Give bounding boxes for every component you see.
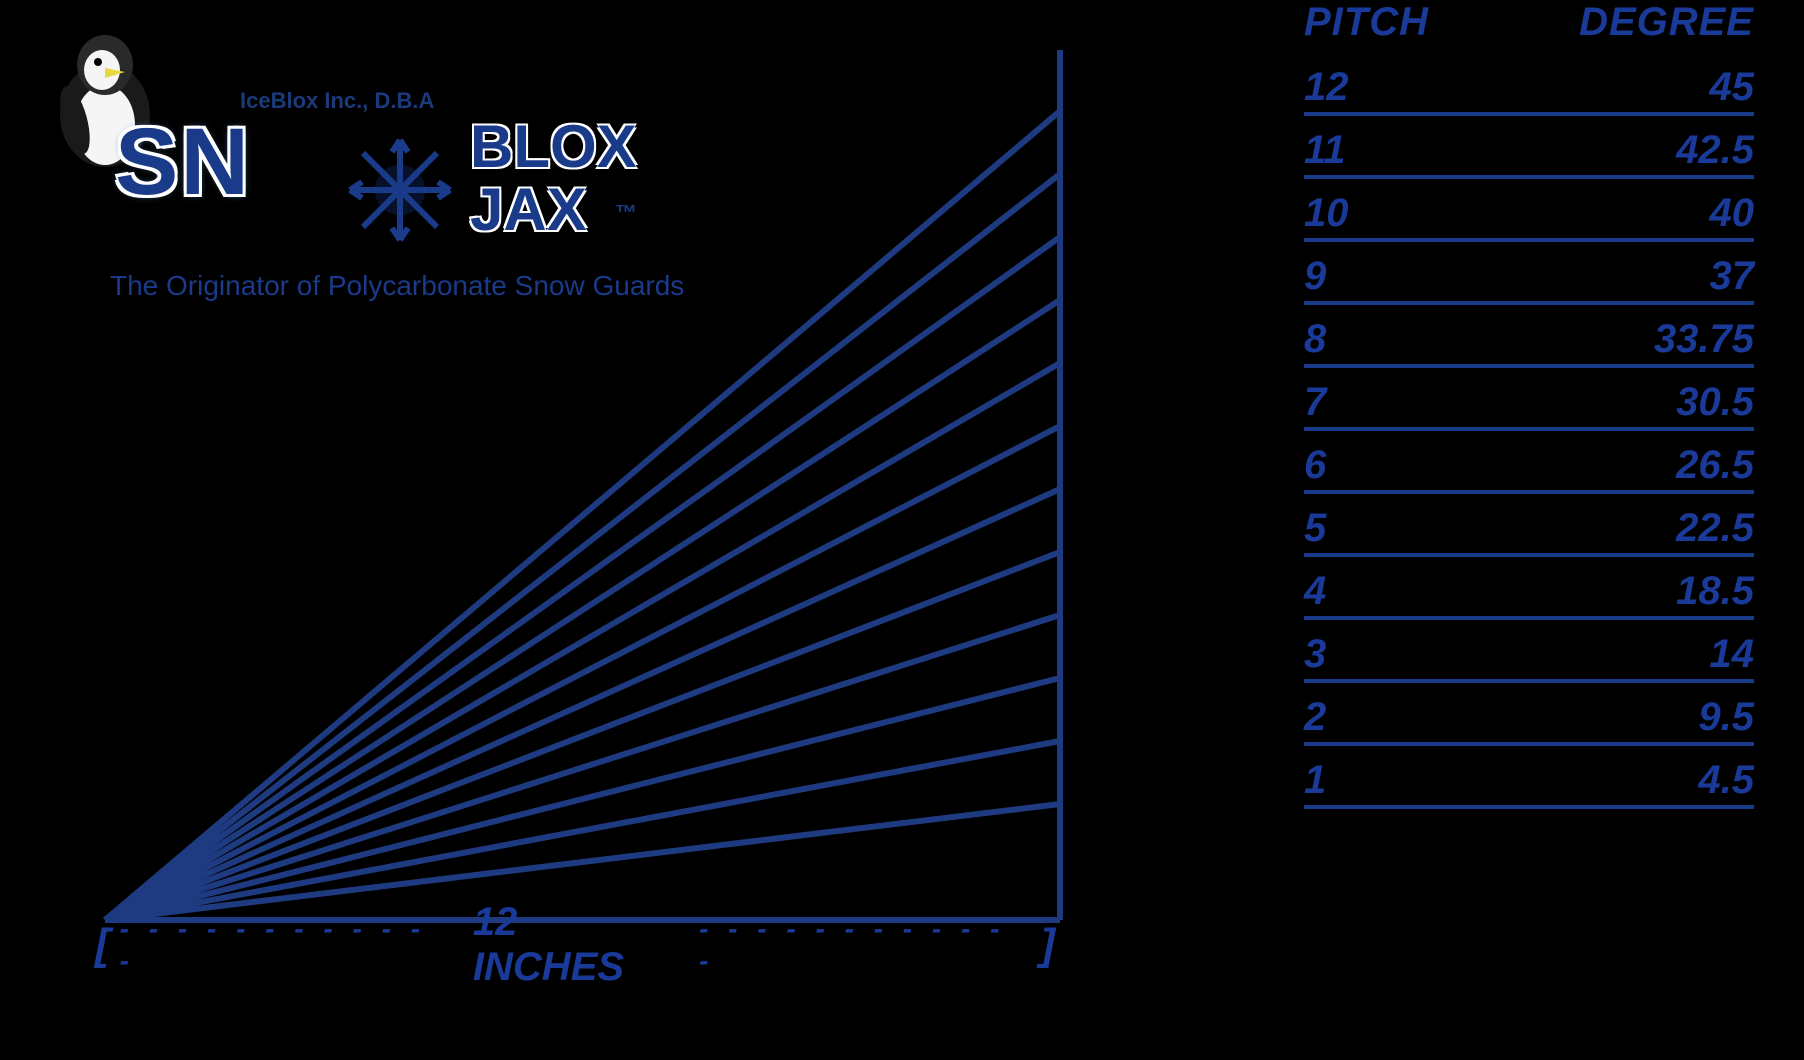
td-degree: 33.75 (1654, 317, 1754, 362)
ruler-dashes-right: - - - - - - - - - - - - (699, 913, 1030, 977)
logo-jax: JAX (470, 175, 587, 244)
ruler: [ - - - - - - - - - - - - 12 INCHES - - … (95, 900, 1055, 990)
td-degree: 42.5 (1676, 128, 1754, 173)
table-row: 10 40 (1304, 179, 1754, 242)
td-pitch: 1 (1304, 758, 1326, 803)
td-pitch: 7 (1304, 380, 1326, 425)
table-row: 418.5 (1304, 557, 1754, 620)
td-pitch: 2 (1304, 695, 1326, 740)
ruler-right-bracket: ] (1040, 920, 1055, 970)
table-row: 833.75 (1304, 305, 1754, 368)
ruler-dashes-left: - - - - - - - - - - - - (120, 913, 451, 977)
td-pitch: 12 (1304, 65, 1349, 110)
table-row: 11 42.5 (1304, 116, 1754, 179)
table-row: 626.5 (1304, 431, 1754, 494)
pitch-degree-table: PITCH DEGREE 12451142.51040937833.75730.… (1304, 0, 1754, 809)
th-degree: DEGREE (1579, 0, 1754, 45)
page-container: IceBlox Inc., D.B.A SN BLOX JAX ™ The Or… (0, 0, 1804, 1060)
table-row: 730.5 (1304, 368, 1754, 431)
table-row: 9 37 (1304, 242, 1754, 305)
table-row: 12 45 (1304, 53, 1754, 116)
td-degree: 45 (1710, 65, 1755, 110)
table-row: 29.5 (1304, 683, 1754, 746)
snowflake-icon (345, 135, 455, 245)
td-degree: 30.5 (1676, 380, 1754, 425)
td-degree: 26.5 (1676, 443, 1754, 488)
td-degree: 18.5 (1676, 569, 1754, 614)
tagline: The Originator of Polycarbonate Snow Gua… (110, 270, 684, 302)
th-pitch: PITCH (1304, 0, 1429, 45)
ruler-left-bracket: [ (95, 920, 110, 970)
logo-sn: SN (115, 115, 251, 210)
td-pitch: 3 (1304, 632, 1326, 677)
td-pitch: 6 (1304, 443, 1326, 488)
td-degree: 40 (1710, 191, 1755, 236)
td-degree: 4.5 (1698, 758, 1754, 803)
td-pitch: 11 (1304, 128, 1346, 173)
td-degree: 22.5 (1676, 506, 1754, 551)
logo-blox: BLOX (470, 120, 637, 174)
ruler-label: 12 INCHES (473, 900, 677, 990)
td-degree: 9.5 (1698, 695, 1754, 740)
td-pitch: 5 (1304, 506, 1326, 551)
td-pitch: 8 (1304, 317, 1326, 362)
table-row: 522.5 (1304, 494, 1754, 557)
td-pitch: 9 (1304, 254, 1326, 299)
table-row: 14.5 (1304, 746, 1754, 809)
trademark: ™ (615, 200, 637, 226)
table-row: 3 14 (1304, 620, 1754, 683)
td-pitch: 4 (1304, 569, 1326, 614)
td-pitch: 10 (1304, 191, 1349, 236)
td-degree: 37 (1710, 254, 1755, 299)
td-degree: 14 (1710, 632, 1755, 677)
company-tag: IceBlox Inc., D.B.A (240, 88, 434, 114)
table-header: PITCH DEGREE (1304, 0, 1754, 45)
